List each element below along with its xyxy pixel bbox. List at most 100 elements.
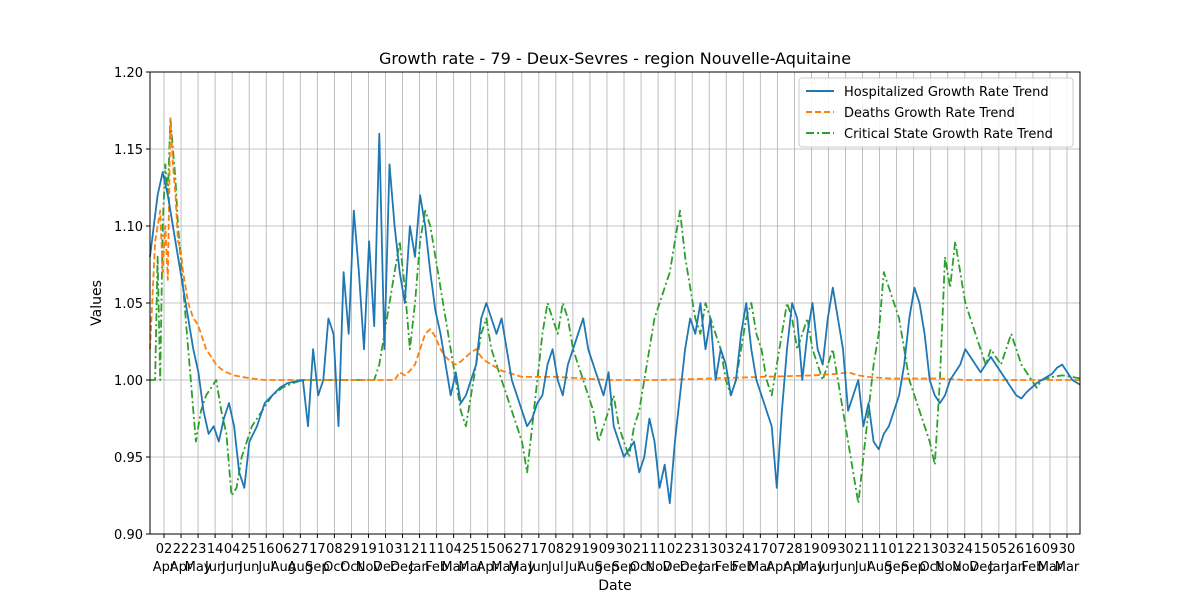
x-tick-day-label: 23: [684, 542, 701, 557]
x-tick-day-label: 16: [258, 542, 275, 557]
x-tick-month-label: Dec: [969, 560, 994, 575]
x-tick-month-label: May: [508, 560, 535, 575]
x-tick-month-label: Jan: [988, 560, 1009, 575]
y-tick-label: 1.10: [114, 220, 143, 235]
x-tick-month-label: Jul: [547, 560, 564, 575]
x-tick-month-label: Jun: [221, 560, 242, 575]
x-tick-month-label: Apr: [170, 560, 193, 575]
y-tick-label: 1.05: [114, 297, 143, 312]
y-tick-label: 0.90: [114, 528, 143, 543]
x-tick-month-label: Apr: [476, 560, 499, 575]
x-tick-day-label: 11: [428, 542, 445, 557]
series-line-0: [149, 132, 1081, 505]
x-tick-month-label: Aug: [867, 560, 892, 575]
x-tick-day-label: 19: [582, 542, 599, 557]
x-tick-day-label: 02: [667, 542, 684, 557]
x-tick-month-label: Mar: [1038, 560, 1063, 575]
x-tick-month-label: Apr: [153, 560, 176, 575]
x-tick-month-label: Jul: [854, 560, 871, 575]
x-tick-month-label: Feb: [425, 560, 448, 575]
x-tick-day-label: 06: [496, 542, 513, 557]
x-tick-day-label: 19: [803, 542, 820, 557]
x-tick-month-label: Sep: [305, 560, 330, 575]
y-tick-label: 0.95: [114, 451, 143, 466]
x-tick-day-label: 14: [207, 542, 224, 557]
x-tick-day-label: 27: [292, 542, 309, 557]
x-tick-day-label: 24: [957, 542, 974, 557]
x-tick-day-label: 17: [309, 542, 326, 557]
x-tick-month-label: Feb: [732, 560, 755, 575]
x-tick-day-label: 30: [837, 542, 854, 557]
x-tick-day-label: 15: [479, 542, 496, 557]
legend-label: Critical State Growth Rate Trend: [844, 127, 1053, 142]
y-tick-label: 1.00: [114, 374, 143, 389]
x-tick-day-label: 23: [190, 542, 207, 557]
x-tick-day-label: 07: [769, 542, 786, 557]
x-tick-month-label: Dec: [390, 560, 415, 575]
x-tick-month-label: Aug: [288, 560, 313, 575]
x-tick-month-label: Nov: [952, 560, 978, 575]
x-tick-month-label: Aug: [271, 560, 296, 575]
x-tick-day-label: 21: [411, 542, 428, 557]
x-tick-day-label: 31: [394, 542, 411, 557]
x-tick-day-label: 24: [735, 542, 752, 557]
chart-title: Growth rate - 79 - Deux-Sevres - region …: [379, 49, 851, 68]
x-tick-month-label: Oct: [919, 560, 941, 575]
x-tick-day-label: 17: [531, 542, 548, 557]
x-tick-day-label: 01: [888, 542, 905, 557]
x-tick-month-label: Oct: [323, 560, 345, 575]
x-tick-month-label: Feb: [715, 560, 738, 575]
y-axis-label: Values: [89, 280, 105, 326]
x-tick-month-label: Sep: [612, 560, 637, 575]
x-tick-day-label: 22: [905, 542, 922, 557]
x-tick-day-label: 02: [156, 542, 173, 557]
x-tick-day-label: 03: [939, 542, 956, 557]
x-tick-day-label: 16: [1025, 542, 1042, 557]
series-lines: [149, 117, 1081, 505]
legend-label: Deaths Growth Rate Trend: [844, 106, 1015, 121]
x-tick-day-label: 17: [752, 542, 769, 557]
series-line-2: [150, 117, 1081, 505]
x-axis-label: Date: [598, 578, 631, 594]
x-tick-day-label: 29: [565, 542, 582, 557]
x-tick-day-label: 08: [326, 542, 343, 557]
series-line-1: [149, 117, 1080, 381]
x-tick-day-label: 09: [599, 542, 616, 557]
y-tick-label: 1.20: [114, 66, 143, 81]
x-tick-month-label: May: [798, 560, 825, 575]
x-tick-day-label: 03: [718, 542, 735, 557]
x-tick-month-label: Dec: [373, 560, 398, 575]
x-tick-month-label: Jun: [238, 560, 259, 575]
x-tick-month-label: Apr: [766, 560, 789, 575]
x-tick-day-label: 25: [241, 542, 258, 557]
x-tick-month-label: Oct: [630, 560, 652, 575]
x-tick-month-label: Jul: [257, 560, 274, 575]
x-tick-month-label: Jun: [817, 560, 838, 575]
x-tick-day-label: 25: [462, 542, 479, 557]
y-axis: 0.90 0.95 1.00 1.05 1.10 1.15 1.20: [114, 66, 150, 543]
x-tick-month-label: May: [185, 560, 212, 575]
legend-box: [798, 77, 1074, 148]
x-tick-day-label: 27: [514, 542, 531, 557]
x-tick-day-label: 28: [786, 542, 803, 557]
x-tick-month-label: Nov: [935, 560, 961, 575]
x-tick-day-label: 05: [991, 542, 1008, 557]
x-tick-day-label: 10: [377, 542, 394, 557]
x-tick-day-label: 04: [224, 542, 241, 557]
x-tick-day-label: 04: [445, 542, 462, 557]
x-tick-day-label: 08: [548, 542, 565, 557]
legend-label: Hospitalized Growth Rate Trend: [844, 85, 1049, 100]
x-tick-day-label: 22: [173, 542, 190, 557]
x-tick-day-label: 19: [360, 542, 377, 557]
x-tick-month-label: Jul: [564, 560, 581, 575]
y-tick-label: 1.15: [114, 143, 143, 158]
x-tick-month-label: Nov: [645, 560, 671, 575]
x-tick-month-label: May: [491, 560, 518, 575]
x-tick-day-label: 29: [343, 542, 360, 557]
x-tick-day-label: 21: [854, 542, 871, 557]
x-tick-month-label: Mar: [1055, 560, 1080, 575]
x-tick-month-label: Mar: [441, 560, 466, 575]
x-tick-day-label: 30: [616, 542, 633, 557]
x-tick-month-label: Jun: [834, 560, 855, 575]
x-tick-month-label: Nov: [356, 560, 382, 575]
